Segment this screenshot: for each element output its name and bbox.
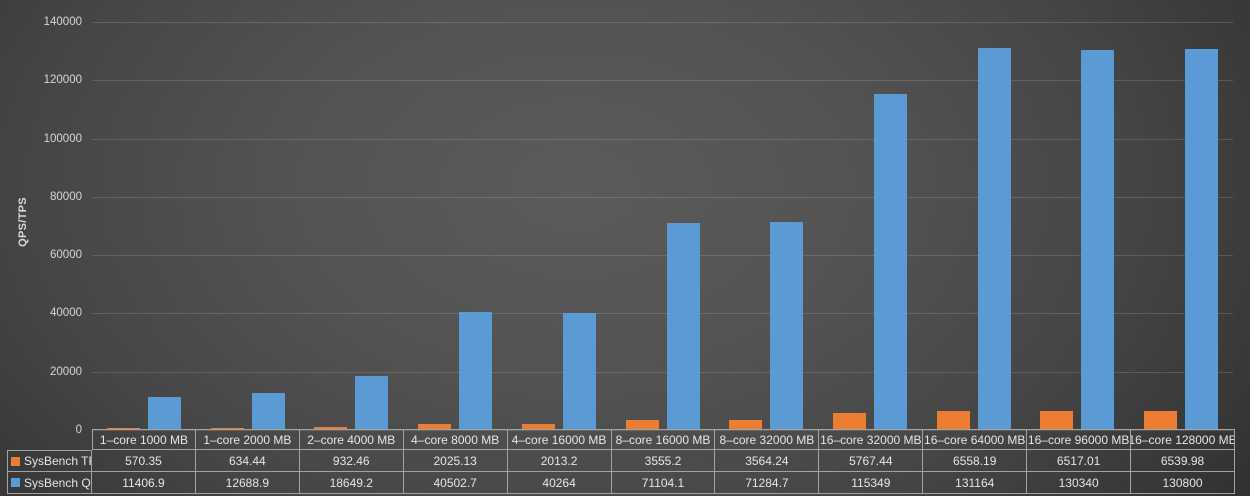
gridline bbox=[92, 313, 1233, 315]
qps-value-cell: 12688.9 bbox=[195, 472, 300, 494]
y-tick-label: 80000 bbox=[50, 190, 82, 203]
category-cluster bbox=[92, 22, 196, 430]
gridline bbox=[92, 22, 1233, 23]
category-header-cell: 1–core 1000 MB bbox=[92, 429, 196, 450]
category-cluster bbox=[818, 22, 922, 430]
legend-label-qps: SysBench QPS bbox=[24, 475, 91, 490]
tps-bar bbox=[625, 419, 659, 430]
category-header-cell: 8–core 16000 MB bbox=[611, 429, 716, 450]
qps-value-cell: 40264 bbox=[507, 472, 612, 494]
legend-cell-qps: SysBench QPS bbox=[7, 472, 92, 494]
tps-value-cell: 6517.01 bbox=[1027, 450, 1132, 472]
tps-value-cell: 6539.98 bbox=[1131, 450, 1235, 472]
category-header-cell: 16–core 64000 MB bbox=[923, 429, 1028, 450]
tps-bar bbox=[1040, 411, 1074, 430]
y-axis: 0 20000 40000 60000 80000 100000 120000 140000 bbox=[0, 0, 86, 496]
qps-bar bbox=[770, 222, 804, 430]
qps-bar bbox=[251, 393, 285, 430]
category-header-cell: 16–core 96000 MB bbox=[1027, 429, 1132, 450]
qps-value-cell: 130800 bbox=[1131, 472, 1235, 494]
tps-value-cell: 634.44 bbox=[195, 450, 300, 472]
qps-value-cell: 71284.7 bbox=[715, 472, 820, 494]
qps-bar bbox=[1185, 48, 1219, 430]
qps-value-cell: 131164 bbox=[923, 472, 1028, 494]
y-tick-label: 120000 bbox=[43, 74, 82, 87]
gridline bbox=[92, 196, 1233, 198]
qps-bar bbox=[1081, 50, 1115, 430]
y-tick-label: 140000 bbox=[43, 16, 82, 28]
qps-bar bbox=[355, 375, 389, 430]
category-header-cell: 8–core 32000 MB bbox=[715, 429, 820, 450]
qps-bar bbox=[666, 222, 700, 430]
category-cluster bbox=[714, 22, 818, 430]
qps-bar bbox=[147, 396, 181, 430]
qps-value-cell: 40502.7 bbox=[403, 472, 508, 494]
qps-bar bbox=[977, 47, 1011, 430]
qps-bar bbox=[562, 312, 596, 430]
y-tick-label: 20000 bbox=[50, 365, 82, 378]
gridline bbox=[92, 255, 1233, 257]
category-cluster bbox=[611, 22, 715, 430]
tps-bar bbox=[936, 410, 970, 430]
category-cluster bbox=[299, 22, 403, 430]
category-header-cell: 16–core 32000 MB bbox=[819, 429, 924, 450]
gridline bbox=[92, 80, 1233, 82]
tps-bar bbox=[418, 424, 452, 430]
data-table: 1–core 1000 MB 1–core 2000 MB 2–core 4000 … bbox=[7, 429, 1235, 494]
tps-bar bbox=[729, 419, 763, 430]
y-tick-label: 100000 bbox=[43, 132, 82, 145]
category-header-cell: 1–core 2000 MB bbox=[195, 429, 300, 450]
qps-value-cell: 130340 bbox=[1027, 472, 1132, 494]
category-header-cell: 4–core 8000 MB bbox=[403, 429, 508, 450]
tps-bar bbox=[521, 424, 555, 430]
tps-value-cell: 932.46 bbox=[299, 450, 404, 472]
qps-legend-swatch bbox=[11, 478, 20, 487]
gridline bbox=[92, 430, 1233, 431]
qps-value-cell: 11406.9 bbox=[92, 472, 196, 494]
tps-bar bbox=[314, 427, 348, 430]
tps-bar bbox=[833, 413, 866, 430]
tps-value-cell: 570.35 bbox=[92, 450, 196, 472]
gridline bbox=[92, 138, 1233, 140]
category-cluster bbox=[507, 22, 611, 430]
category-cluster bbox=[403, 22, 507, 430]
legend-label-tps: SysBench TPS bbox=[24, 454, 91, 468]
gridline bbox=[92, 371, 1233, 373]
plot-area bbox=[92, 22, 1233, 431]
tps-value-cell: 5767.44 bbox=[819, 450, 924, 472]
qps-value-cell: 115349 bbox=[819, 472, 924, 494]
tps-value-cell: 2013.2 bbox=[507, 450, 612, 472]
tps-value-cell: 3555.2 bbox=[611, 450, 716, 472]
qps-value-cell: 71104.1 bbox=[611, 472, 716, 494]
category-header-cell: 2–core 4000 MB bbox=[299, 429, 404, 450]
category-cluster bbox=[1026, 22, 1130, 430]
category-header-cell: 4–core 16000 MB bbox=[507, 429, 612, 450]
tps-bar bbox=[1144, 410, 1178, 430]
bars-layer bbox=[92, 22, 1233, 430]
legend-cell-tps: SysBench TPS bbox=[7, 450, 92, 472]
tps-value-cell: 2025.13 bbox=[403, 450, 508, 472]
tps-value-cell: 6558.19 bbox=[923, 450, 1028, 472]
qps-bar bbox=[874, 93, 907, 430]
tps-legend-swatch bbox=[11, 456, 20, 466]
category-cluster bbox=[1129, 22, 1233, 430]
qps-bar bbox=[459, 311, 493, 430]
category-cluster bbox=[922, 22, 1026, 430]
table-corner bbox=[7, 429, 92, 450]
category-cluster bbox=[196, 22, 300, 430]
y-tick-label: 40000 bbox=[50, 307, 82, 320]
category-header-cell: 16–core 128000 MB bbox=[1131, 429, 1235, 450]
qps-value-cell: 18649.2 bbox=[299, 472, 404, 494]
y-tick-label: 60000 bbox=[50, 249, 82, 262]
tps-value-cell: 3564.24 bbox=[715, 450, 820, 472]
y-tick-label: 0 bbox=[75, 424, 82, 436]
